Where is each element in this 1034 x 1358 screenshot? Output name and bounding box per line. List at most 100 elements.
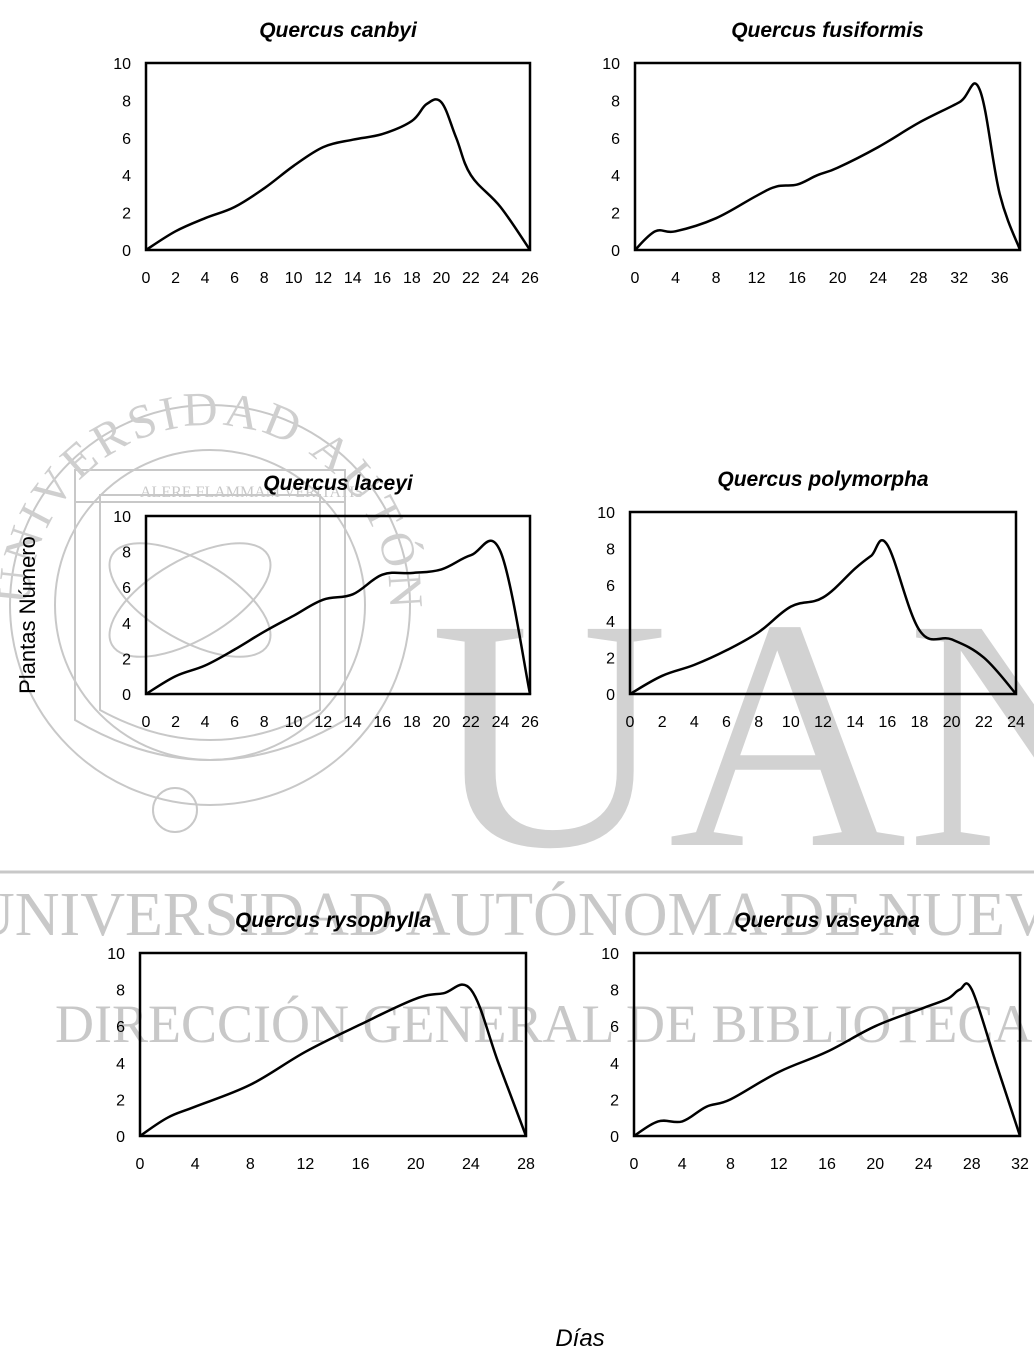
x-tick-label: 24 bbox=[1007, 714, 1025, 731]
y-tick-label: 8 bbox=[611, 93, 620, 110]
x-tick-label: 4 bbox=[678, 1156, 687, 1173]
x-tick-label: 22 bbox=[462, 714, 480, 731]
x-tick-label: 0 bbox=[142, 714, 151, 731]
y-tick-label: 0 bbox=[122, 243, 131, 260]
x-tick-label: 14 bbox=[344, 270, 362, 287]
x-tick-label: 28 bbox=[910, 270, 928, 287]
x-tick-label: 2 bbox=[171, 714, 180, 731]
x-tick-label: 0 bbox=[142, 270, 151, 287]
x-tick-label: 12 bbox=[314, 270, 332, 287]
x-tick-label: 18 bbox=[911, 714, 929, 731]
x-tick-label: 22 bbox=[975, 714, 993, 731]
x-tick-label: 4 bbox=[201, 270, 210, 287]
y-tick-label: 0 bbox=[611, 243, 620, 260]
y-tick-label: 10 bbox=[113, 509, 131, 526]
plot-frame bbox=[632, 951, 1022, 1138]
x-tick-label: 0 bbox=[631, 270, 640, 287]
y-tick-label: 4 bbox=[606, 614, 615, 631]
x-tick-label: 4 bbox=[671, 270, 680, 287]
x-tick-label: 22 bbox=[462, 270, 480, 287]
x-tick-label: 2 bbox=[658, 714, 667, 731]
x-tick-label: 14 bbox=[344, 714, 362, 731]
x-tick-label: 12 bbox=[770, 1156, 788, 1173]
y-tick-label: 2 bbox=[606, 651, 615, 668]
chart-title: Quercus vaseyana bbox=[734, 909, 920, 932]
x-tick-label: 16 bbox=[788, 270, 806, 287]
x-tick-label: 16 bbox=[878, 714, 896, 731]
x-tick-label: 20 bbox=[866, 1156, 884, 1173]
x-tick-label: 28 bbox=[517, 1156, 535, 1173]
y-axis-label: Plantas Número bbox=[15, 536, 40, 694]
y-tick-label: 4 bbox=[611, 168, 620, 185]
x-tick-label: 4 bbox=[191, 1156, 200, 1173]
x-tick-label: 10 bbox=[285, 714, 303, 731]
x-tick-label: 10 bbox=[782, 714, 800, 731]
chart-title: Quercus polymorpha bbox=[717, 468, 929, 491]
y-tick-label: 0 bbox=[610, 1129, 619, 1146]
y-tick-label: 10 bbox=[597, 505, 615, 522]
plot-frame bbox=[138, 951, 528, 1138]
x-tick-label: 20 bbox=[432, 270, 450, 287]
plot-frame bbox=[144, 61, 532, 252]
y-tick-label: 4 bbox=[122, 168, 131, 185]
x-tick-label: 8 bbox=[754, 714, 763, 731]
x-tick-label: 16 bbox=[818, 1156, 836, 1173]
plot-frame bbox=[144, 514, 532, 696]
y-tick-label: 0 bbox=[606, 687, 615, 704]
x-tick-label: 6 bbox=[230, 714, 239, 731]
x-tick-label: 32 bbox=[1011, 1156, 1029, 1173]
y-tick-label: 4 bbox=[610, 1056, 619, 1073]
x-tick-label: 26 bbox=[521, 714, 539, 731]
y-tick-label: 0 bbox=[122, 687, 131, 704]
x-tick-label: 12 bbox=[297, 1156, 315, 1173]
y-tick-label: 10 bbox=[107, 946, 125, 963]
x-tick-label: 8 bbox=[260, 714, 269, 731]
x-tick-label: 16 bbox=[373, 714, 391, 731]
y-tick-label: 8 bbox=[610, 983, 619, 1000]
y-tick-label: 6 bbox=[611, 131, 620, 148]
y-tick-label: 10 bbox=[113, 56, 131, 73]
x-tick-label: 26 bbox=[521, 270, 539, 287]
series-line bbox=[139, 983, 528, 1138]
y-tick-label: 0 bbox=[116, 1129, 125, 1146]
x-tick-label: 12 bbox=[814, 714, 832, 731]
x-tick-label: 4 bbox=[690, 714, 699, 731]
x-tick-label: 6 bbox=[230, 270, 239, 287]
x-tick-label: 12 bbox=[748, 270, 766, 287]
series-line bbox=[145, 98, 532, 252]
x-tick-label: 8 bbox=[712, 270, 721, 287]
x-tick-label: 16 bbox=[352, 1156, 370, 1173]
x-tick-label: 28 bbox=[963, 1156, 981, 1173]
y-axis-label-area: Plantas Número bbox=[12, 500, 44, 730]
y-tick-label: 6 bbox=[122, 580, 131, 597]
series-line bbox=[629, 538, 1017, 696]
y-tick-label: 6 bbox=[610, 1019, 619, 1036]
series-line bbox=[633, 982, 1022, 1138]
x-tick-label: 24 bbox=[869, 270, 887, 287]
x-tick-label: 20 bbox=[407, 1156, 425, 1173]
chart-title: Quercus laceyi bbox=[263, 472, 414, 495]
x-tick-label: 0 bbox=[630, 1156, 639, 1173]
y-tick-label: 6 bbox=[122, 131, 131, 148]
plot-frame bbox=[633, 61, 1022, 252]
x-tick-label: 24 bbox=[462, 1156, 480, 1173]
x-tick-label: 8 bbox=[246, 1156, 255, 1173]
y-tick-label: 2 bbox=[610, 1092, 619, 1109]
y-tick-label: 8 bbox=[122, 545, 131, 562]
x-tick-label: 20 bbox=[829, 270, 847, 287]
x-tick-label: 16 bbox=[373, 270, 391, 287]
x-tick-label: 8 bbox=[726, 1156, 735, 1173]
x-tick-label: 32 bbox=[950, 270, 968, 287]
x-tick-label: 8 bbox=[260, 270, 269, 287]
y-tick-label: 8 bbox=[606, 541, 615, 558]
y-tick-label: 8 bbox=[122, 93, 131, 110]
y-tick-label: 6 bbox=[116, 1019, 125, 1036]
y-tick-label: 2 bbox=[122, 206, 131, 223]
chart-title: Quercus fusiformis bbox=[731, 19, 924, 42]
y-tick-label: 10 bbox=[602, 56, 620, 73]
